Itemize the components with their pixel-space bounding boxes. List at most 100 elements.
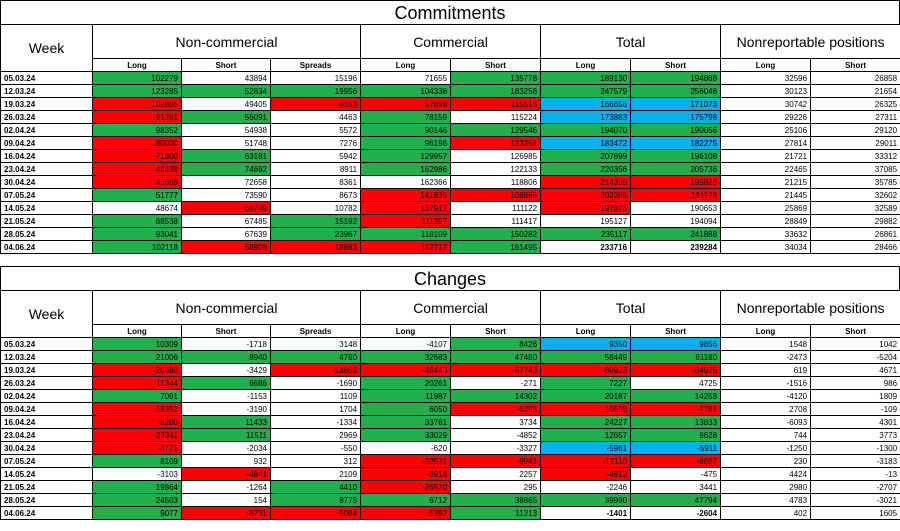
value-cell: 129957 [360, 149, 452, 163]
commitments-table: Week Non-commercial Commercial Total Non… [0, 24, 900, 254]
value-cell: 15196 [269, 71, 362, 85]
week-cell: 12.03.24 [0, 350, 93, 364]
value-cell: 47794 [630, 493, 722, 507]
commitments-section: Commitments Week Non-commercial Commerci… [0, 0, 900, 254]
week-header: Week [0, 290, 93, 338]
value-cell: 30742 [720, 97, 812, 111]
column-subheader: Long [720, 58, 812, 72]
value-cell: 8673 [269, 188, 362, 202]
column-subheader: Short [450, 324, 542, 338]
value-cell: 14258 [630, 389, 722, 403]
value-cell: 195127 [540, 214, 632, 228]
week-cell: 19.03.24 [0, 363, 93, 377]
table-row: 14.05.24 -3103 -4841 2109 -3918 2257 -4912 -475… [0, 467, 900, 481]
value-cell: 51748 [181, 136, 271, 150]
value-cell: 67485 [181, 214, 271, 228]
value-cell: 57898 [360, 97, 452, 111]
value-cell: 28466 [810, 240, 900, 254]
value-cell: 123285 [92, 84, 182, 98]
table-row: 04.06.24 102118 58908 18883 112717 161495 2337… [0, 240, 900, 254]
value-cell: 32589 [810, 201, 900, 215]
value-cell: 19864 [92, 480, 182, 494]
value-cell: 20187 [540, 389, 632, 403]
value-cell: 61180 [630, 350, 722, 364]
value-cell: 91261 [92, 110, 182, 124]
value-cell: -18352 [92, 402, 182, 416]
week-header: Week [0, 24, 93, 72]
value-cell: 56091 [181, 110, 271, 124]
week-cell: 14.05.24 [0, 201, 93, 215]
value-cell: -67743 [450, 363, 542, 377]
value-cell: -5204 [810, 350, 900, 364]
value-cell: 122133 [450, 162, 542, 176]
value-cell: 191128 [630, 188, 722, 202]
value-cell: 54938 [181, 123, 271, 137]
value-cell: -3021 [810, 493, 900, 507]
table-row: 26.03.24 -11344 6686 -1690 20261 -271 7227 4725… [0, 376, 900, 390]
noncommercial-header: Non-commercial [91, 290, 362, 325]
value-cell: 202285 [540, 188, 632, 202]
value-cell: 194868 [630, 71, 722, 85]
value-cell: 3441 [630, 480, 722, 494]
value-cell: 171073 [630, 97, 722, 111]
commercial-header: Commercial [360, 24, 542, 59]
value-cell: 402 [720, 506, 812, 520]
table-row: 26.03.24 91261 56091 4463 78159 115224 173883 1… [0, 110, 900, 124]
column-subheader: Short [181, 324, 271, 338]
week-cell: 14.05.24 [0, 467, 93, 481]
value-cell: 7091 [92, 389, 182, 403]
week-cell: 07.05.24 [0, 454, 93, 468]
value-cell: -1334 [269, 415, 362, 429]
value-cell: -550 [269, 441, 362, 455]
week-cell: 30.04.24 [0, 441, 93, 455]
value-cell: 102279 [92, 71, 182, 85]
value-cell: 13833 [630, 415, 722, 429]
value-cell: -1516 [720, 376, 812, 390]
value-cell: -7781 [630, 402, 722, 416]
value-cell: 154 [181, 493, 271, 507]
value-cell: 19956 [269, 84, 362, 98]
table-row: 21.05.24 68538 67485 15192 111397 111417 19512… [0, 214, 900, 228]
week-cell: 16.04.24 [0, 415, 93, 429]
value-cell: 29882 [810, 214, 900, 228]
value-cell: -2246 [540, 480, 632, 494]
value-cell: -84975 [630, 363, 722, 377]
value-cell: 4671 [810, 363, 900, 377]
value-cell: 190056 [630, 123, 722, 137]
value-cell: 2109 [269, 467, 362, 481]
value-cell: 25106 [720, 123, 812, 137]
value-cell: 74692 [181, 162, 271, 176]
value-cell: 21006 [92, 350, 182, 364]
value-cell: 6712 [360, 493, 452, 507]
week-cell: 04.06.24 [0, 506, 93, 520]
value-cell: 102118 [92, 240, 182, 254]
week-cell: 07.05.24 [0, 188, 93, 202]
value-cell: -2604 [630, 506, 722, 520]
value-cell: 312 [269, 454, 362, 468]
value-cell: -26520 [360, 480, 452, 494]
value-cell: 27311 [810, 110, 900, 124]
value-cell: 24503 [92, 493, 182, 507]
value-cell: 102805 [92, 97, 182, 111]
value-cell: -8200 [92, 415, 182, 429]
value-cell: 2257 [450, 467, 542, 481]
value-cell: -1401 [540, 506, 632, 520]
value-cell: -3429 [181, 363, 271, 377]
value-cell: 34034 [720, 240, 812, 254]
value-cell: -1264 [181, 480, 271, 494]
value-cell: 24227 [540, 415, 632, 429]
value-cell: 126985 [450, 149, 542, 163]
value-cell: 32683 [360, 350, 452, 364]
value-cell: 2980 [720, 480, 812, 494]
value-cell: 6153 [269, 97, 362, 111]
value-cell: 4463 [269, 110, 362, 124]
table-row: 14.05.24 48674 68749 10782 137917 111122 19737… [0, 201, 900, 215]
value-cell: 4783 [720, 493, 812, 507]
value-cell: 96196 [360, 136, 452, 150]
value-cell: -1250 [720, 441, 812, 455]
value-cell: 43668 [92, 175, 182, 189]
value-cell: 8940 [181, 350, 271, 364]
value-cell: 18883 [269, 240, 362, 254]
value-cell: 58449 [540, 350, 632, 364]
changes-section: Changes Week Non-commercial Commercial T… [0, 266, 900, 520]
